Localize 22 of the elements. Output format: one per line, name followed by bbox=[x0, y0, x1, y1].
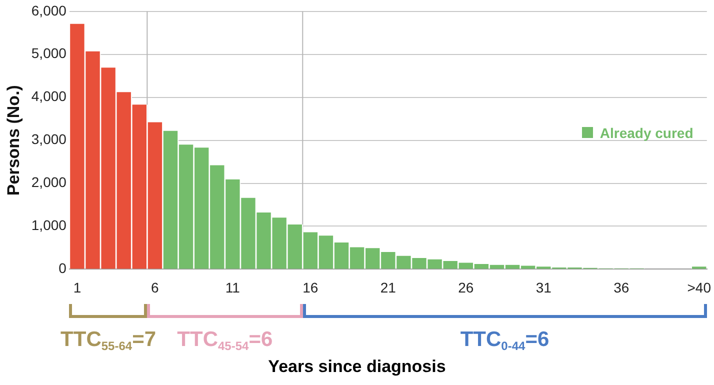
y-tick-label: 6,000 bbox=[31, 2, 67, 18]
x-tick-label: >40 bbox=[687, 279, 712, 296]
x-tick-label: 26 bbox=[458, 279, 474, 296]
text: TTC$_{55-64}$=7 bbox=[60, 328, 156, 353]
x-tick-label: 1 bbox=[73, 279, 82, 296]
text: TTC$_{0-44}$=6 bbox=[460, 328, 550, 353]
x-tick-label: 6 bbox=[151, 279, 160, 296]
y-tick-label: 4,000 bbox=[31, 88, 67, 104]
x-axis-title: Years since diagnosis bbox=[267, 357, 447, 377]
x-tick-label: 21 bbox=[380, 279, 396, 296]
y-tick-label: 1,000 bbox=[31, 217, 67, 234]
text: TTC$_{45-54}$=6 bbox=[177, 328, 273, 353]
y-tick-label: 5,000 bbox=[31, 45, 67, 62]
legend-label: Already cured bbox=[598, 125, 694, 142]
y-tick-label: 3,000 bbox=[31, 131, 67, 148]
x-tick-label: 31 bbox=[536, 279, 552, 296]
x-tick-label: 16 bbox=[302, 279, 318, 296]
x-tick-label: 11 bbox=[225, 279, 240, 296]
y-tick-label: 2,000 bbox=[31, 174, 67, 190]
x-tick-label: 36 bbox=[614, 279, 630, 296]
y-tick-label: 0 bbox=[58, 260, 67, 276]
y-axis-title: Persons (No.) bbox=[4, 85, 23, 196]
